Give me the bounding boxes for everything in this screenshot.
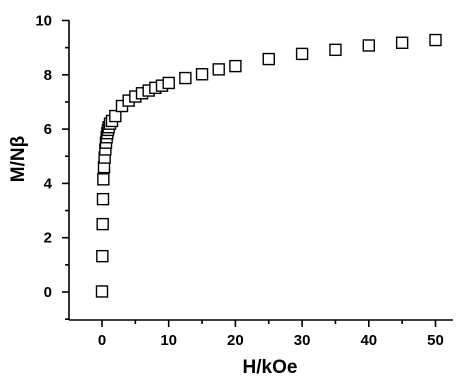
data-point (195, 68, 209, 81)
y-tick-label: 6 (44, 121, 52, 138)
data-point (96, 217, 109, 231)
data-markers (95, 33, 442, 298)
x-tick-label: 40 (360, 332, 377, 349)
y-tick-label: 8 (44, 67, 52, 84)
y-axis-label: M/Nβ (8, 136, 29, 182)
y-tick-label: 4 (44, 175, 53, 192)
data-point (362, 39, 375, 52)
data-point (162, 76, 175, 90)
data-point (429, 33, 442, 47)
data-point (395, 36, 409, 49)
data-point (109, 109, 122, 123)
data-point (229, 59, 242, 73)
data-point (329, 43, 342, 57)
x-tick-label: 0 (98, 332, 106, 349)
x-tick-label: 50 (427, 332, 444, 349)
x-axis-label: H/kOe (243, 357, 298, 378)
data-point (179, 71, 192, 85)
data-point (97, 173, 110, 186)
y-tick-label: 2 (44, 230, 52, 247)
data-point (212, 63, 225, 76)
x-tick-label: 30 (294, 332, 311, 349)
data-point (95, 285, 109, 298)
data-point (96, 249, 109, 263)
ticks (62, 19, 437, 327)
data-point (96, 192, 110, 206)
tick-labels: 0 10 20 30 40 50 0 2 4 6 8 10 (35, 13, 444, 350)
data-point (262, 52, 275, 66)
y-tick-label: 0 (44, 284, 52, 301)
x-tick-label: 10 (160, 332, 177, 349)
data-point (295, 47, 309, 61)
x-tick-label: 20 (227, 332, 244, 349)
y-tick-label: 10 (35, 13, 52, 30)
axes (68, 20, 453, 321)
